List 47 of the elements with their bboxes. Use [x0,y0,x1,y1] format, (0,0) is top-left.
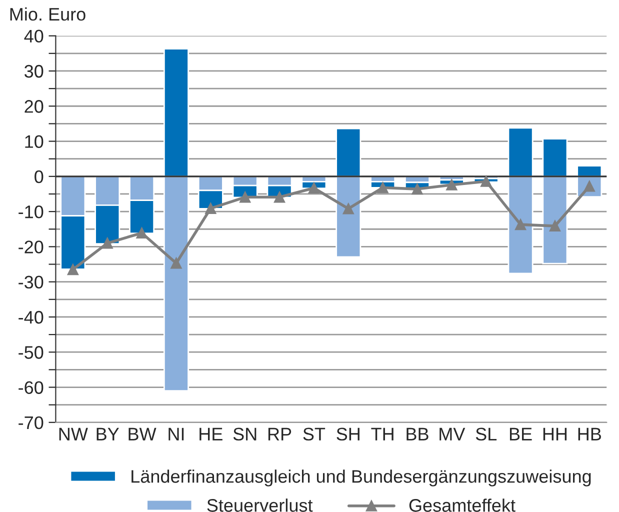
y-tick-label: 10 [25,135,44,148]
point [240,192,251,203]
x-tick-label: BE [510,428,532,440]
y-tick-label: 0 [34,170,44,184]
y-tick-label: -40 [18,310,44,324]
point [549,220,561,232]
x-tick-label: RP [268,428,292,440]
point [480,176,492,187]
point [170,258,182,269]
x-tick-label: TH [371,428,394,440]
legend-label: Steuerverlust [207,498,313,512]
x-tick-label: SL [476,428,497,441]
x-tick-label: NW [59,428,88,440]
point [342,203,354,214]
point [514,218,526,230]
y-tick-label: -70 [18,416,44,430]
point [446,179,458,190]
legend-label: Gesamteffekt [409,498,516,512]
y-tick-label: -20 [18,240,44,254]
y-axis-title: Mio. Euro [10,7,86,21]
point [67,264,78,276]
x-tick-label: MV [440,428,466,440]
y-tick-label: 30 [24,64,44,78]
y-tick-label: 20 [24,100,44,113]
x-tick-label: HH [543,428,567,440]
y-tick-label: 40 [24,30,44,43]
y-tick-label: -50 [18,346,44,359]
legend-label: Länderfinanzausgleich und Bundesergänzungszuweisung [132,470,591,486]
x-tick-label: SN [233,428,256,441]
y-tick-label: -60 [18,381,44,394]
point [136,227,148,239]
x-tick-label: BB [406,428,428,440]
x-tick-label: ST [303,428,326,441]
point [102,238,113,249]
y-tick-label: -30 [18,276,44,289]
x-tick-label: SH [336,428,360,441]
x-tick-label: BW [128,428,156,440]
point [308,182,320,194]
x-tick-label: BY [96,428,120,440]
y-tick-label: -10 [18,205,44,218]
x-tick-label: HE [200,428,222,440]
point [205,202,216,214]
point [274,192,286,203]
x-tick-label: HB [578,428,601,440]
x-tick-label: NI [168,428,184,440]
point [377,182,388,194]
point [412,184,423,195]
